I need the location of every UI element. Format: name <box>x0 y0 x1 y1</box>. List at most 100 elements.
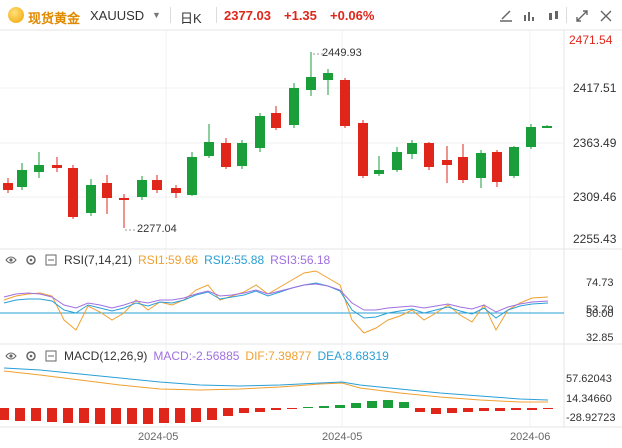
candle-body <box>271 113 281 128</box>
settings-icon[interactable] <box>544 6 564 26</box>
gear-icon[interactable] <box>24 349 38 363</box>
low-marker-line <box>125 229 137 231</box>
macd-bar <box>95 408 105 424</box>
rsi3-value: RSI3:56.18 <box>270 253 331 267</box>
chevron-down-icon[interactable]: ▼ <box>152 10 161 20</box>
macd-bar <box>383 400 393 408</box>
price-axis-label: 2255.43 <box>573 232 617 246</box>
high-price-marker: 2449.93 <box>322 47 362 59</box>
candle-body <box>17 170 27 187</box>
rsi-name[interactable]: RSI(7,14,21) <box>64 253 133 267</box>
candle-body <box>68 168 78 217</box>
macd-bar <box>191 408 201 422</box>
candle-body <box>340 80 350 126</box>
macd-bar <box>463 408 473 412</box>
indicator-list-icon[interactable] <box>44 253 58 267</box>
candle-body <box>187 157 197 195</box>
macd-bar <box>239 408 249 413</box>
candle-body <box>255 116 265 148</box>
candle-body <box>3 183 13 190</box>
macd-bar <box>287 408 297 409</box>
macd-bar <box>511 408 521 410</box>
macd-bar <box>431 408 441 414</box>
candle-body <box>204 142 214 156</box>
indicator-icon[interactable] <box>520 6 540 26</box>
candle-body <box>542 126 552 128</box>
price-change: +1.35 <box>284 8 317 23</box>
candle-body <box>526 127 536 147</box>
macd-bar <box>543 408 553 409</box>
macd-bar <box>0 408 9 420</box>
price-change-percent: +0.06% <box>330 8 375 23</box>
divider <box>170 7 171 23</box>
candle-body <box>442 160 452 165</box>
candle-body <box>392 152 402 170</box>
candle-body <box>424 143 434 167</box>
period-selector[interactable]: 日K <box>180 11 202 26</box>
rsi-header: RSI(7,14,21) RSI1:59.66 RSI2:55.88 RSI3:… <box>4 253 330 267</box>
candle-body <box>358 123 368 176</box>
macd-bar <box>31 408 41 421</box>
candle-body <box>407 143 417 154</box>
candle-body <box>492 152 502 182</box>
price-axis-label: 2363.49 <box>573 136 617 150</box>
macd-bar <box>255 408 265 412</box>
macd-bar <box>335 405 345 408</box>
rsi2-line <box>3 282 549 319</box>
macd-bar <box>47 408 57 422</box>
instrument-name[interactable]: 现货黄金 <box>28 11 81 26</box>
dea-value: DEA:8.68319 <box>317 349 389 363</box>
macd-header: MACD(12,26,9) MACD:-2.56885 DIF:7.39877 … <box>4 349 389 363</box>
screenshot-icon[interactable] <box>596 6 616 26</box>
macd-bar <box>111 408 121 424</box>
macd-bar <box>159 408 169 423</box>
candle-body <box>374 170 384 174</box>
rsi-axis-label: 53.79 <box>586 304 614 316</box>
macd-bar <box>303 407 313 408</box>
candle-body <box>323 73 333 80</box>
chart-toolbar: 现货黄金 XAUUSD ▼ 日K 2377.03 +1.35 +0.06% <box>0 0 622 30</box>
macd-bar <box>79 408 89 423</box>
macd-bar <box>223 408 233 416</box>
candle-body <box>458 157 468 180</box>
macd-histogram <box>0 400 553 424</box>
candle-body <box>86 185 96 213</box>
price-axis-label: 2471.54 <box>569 33 613 47</box>
x-axis-label: 2024-05 <box>138 431 179 443</box>
macd-bar <box>207 408 217 420</box>
candle-body <box>52 165 62 168</box>
candle-body <box>237 143 247 166</box>
divider <box>216 7 217 23</box>
macd-bar <box>175 408 185 423</box>
candle-body <box>152 180 162 190</box>
macd-bar <box>447 408 457 413</box>
expand-icon[interactable] <box>572 6 592 26</box>
high-marker-line <box>313 53 323 55</box>
candle-body <box>171 188 181 193</box>
eye-icon[interactable] <box>4 349 18 363</box>
rsi3-line <box>3 283 549 313</box>
macd-bar <box>415 408 425 412</box>
macd-bar <box>351 403 361 408</box>
macd-name[interactable]: MACD(12,26,9) <box>64 349 148 363</box>
candle-body <box>102 183 112 198</box>
candle-body <box>221 143 231 167</box>
macd-bar <box>367 401 377 408</box>
rsi-axis-label: 74.73 <box>586 277 614 289</box>
symbol-selector[interactable]: XAUUSD <box>90 8 145 23</box>
price-axis-label: 2309.46 <box>573 190 617 204</box>
macd-axis-label: 14.34660 <box>566 393 612 405</box>
macd-bar <box>479 408 489 411</box>
macd-bar <box>271 408 281 410</box>
price-axis-label: 2417.51 <box>573 81 617 95</box>
candle-body <box>137 180 147 197</box>
rsi2-value: RSI2:55.88 <box>204 253 265 267</box>
rsi1-line <box>3 270 549 334</box>
indicator-list-icon[interactable] <box>44 349 58 363</box>
draw-tool-icon[interactable] <box>496 6 516 26</box>
eye-icon[interactable] <box>4 253 18 267</box>
macd-bar <box>63 408 73 423</box>
gear-icon[interactable] <box>24 253 38 267</box>
macd-bar <box>527 408 537 410</box>
